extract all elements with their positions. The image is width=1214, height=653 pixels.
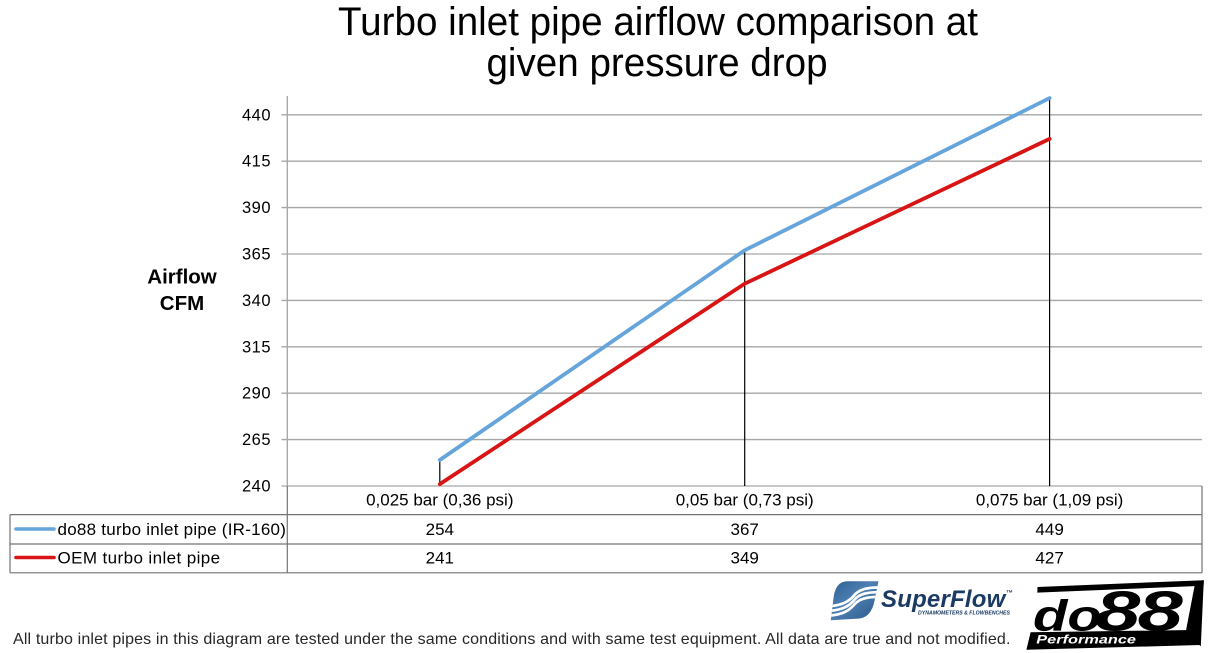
svg-text:254: 254 — [426, 520, 454, 539]
svg-text:Airflow: Airflow — [147, 266, 217, 289]
svg-text:0,025 bar (0,36 psi): 0,025 bar (0,36 psi) — [366, 491, 513, 510]
svg-text:390: 390 — [242, 199, 271, 217]
svg-text:240: 240 — [242, 478, 271, 496]
svg-text:365: 365 — [242, 246, 271, 264]
svg-text:440: 440 — [242, 106, 271, 124]
svg-text:340: 340 — [242, 292, 271, 310]
svg-text:427: 427 — [1035, 548, 1063, 567]
svg-text:0,05 bar (0,73 psi): 0,05 bar (0,73 psi) — [676, 491, 814, 510]
svg-text:OEM turbo inlet pipe: OEM turbo inlet pipe — [58, 548, 221, 567]
svg-text:SuperFlow: SuperFlow — [881, 586, 1007, 613]
svg-text:™: ™ — [1006, 590, 1013, 597]
svg-text:do: do — [1033, 590, 1102, 640]
svg-text:449: 449 — [1035, 520, 1063, 539]
svg-text:All turbo inlet pipes in this: All turbo inlet pipes in this diagram ar… — [13, 631, 1011, 648]
svg-text:Turbo inlet pipe airflow compa: Turbo inlet pipe airflow comparison at — [338, 0, 978, 44]
svg-text:290: 290 — [242, 385, 271, 403]
svg-text:265: 265 — [242, 431, 271, 449]
svg-text:given pressure drop: given pressure drop — [486, 40, 827, 85]
svg-text:315: 315 — [242, 338, 271, 356]
svg-text:DYNAMOMETERS & FLOWBENCHES: DYNAMOMETERS & FLOWBENCHES — [918, 610, 1010, 616]
svg-text:Performance: Performance — [1036, 634, 1136, 647]
svg-text:CFM: CFM — [160, 292, 204, 315]
svg-text:349: 349 — [731, 548, 759, 567]
svg-text:0,075 bar (1,09 psi): 0,075 bar (1,09 psi) — [976, 491, 1123, 510]
svg-text:do88 turbo inlet pipe (IR-160): do88 turbo inlet pipe (IR-160) — [58, 520, 287, 539]
svg-text:415: 415 — [242, 153, 271, 171]
svg-text:367: 367 — [731, 520, 759, 539]
svg-text:241: 241 — [426, 548, 454, 567]
svg-text:88: 88 — [1095, 579, 1184, 643]
